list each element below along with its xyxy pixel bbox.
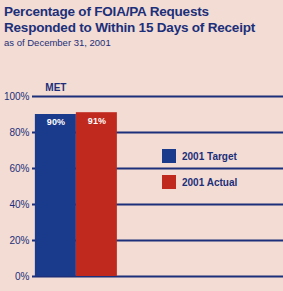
svg-text:0%: 0% <box>15 271 30 282</box>
html-text:2001 Actual: 2001 Actual <box>182 176 238 188</box>
svg-text:100%: 100% <box>4 91 30 102</box>
html-text:Percentage of FOIA/PA Requests: Percentage of FOIA/PA Requests Responded… <box>4 4 256 35</box>
html-text:2001 Target: 2001 Target <box>182 150 237 162</box>
svg-text:MET: MET <box>45 82 66 93</box>
svg-text:90%: 90% <box>47 117 65 127</box>
svg-text:91%: 91% <box>88 116 106 126</box>
svg-text:40%: 40% <box>9 199 29 210</box>
html-text:as of December 31, 2001: as of December 31, 2001 <box>4 37 111 48</box>
svg-text:20%: 20% <box>9 235 29 246</box>
svg-text:60%: 60% <box>9 163 29 174</box>
svg-text:80%: 80% <box>9 127 29 138</box>
